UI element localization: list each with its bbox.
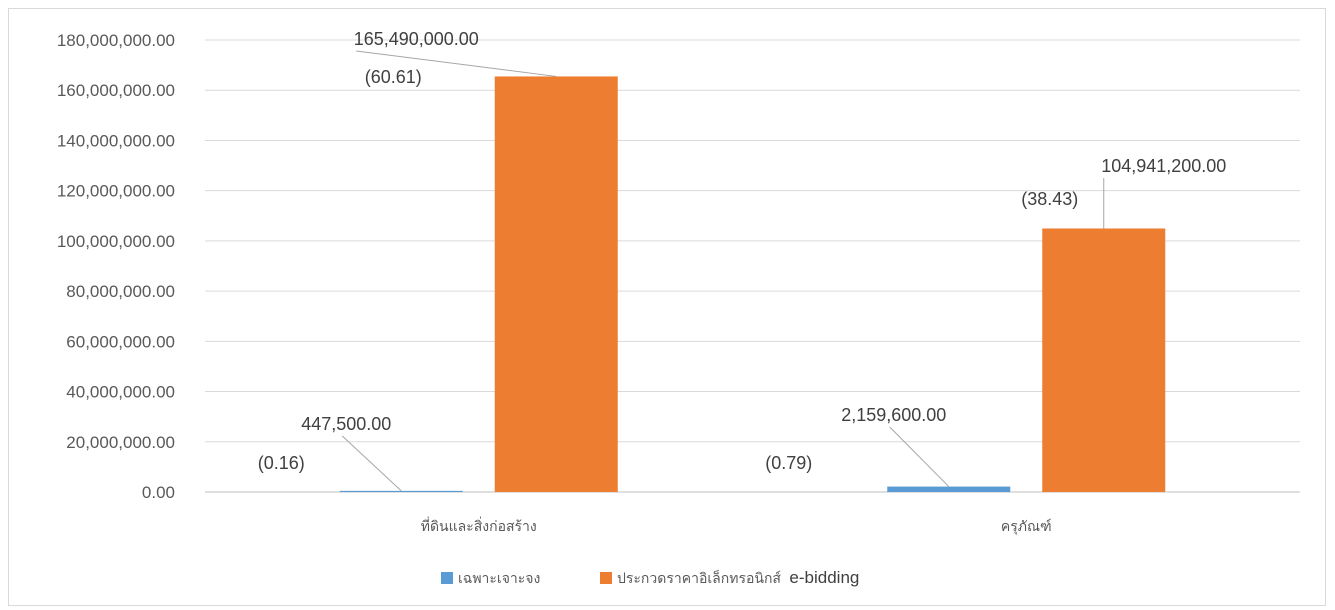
- leader-line: [341, 435, 402, 492]
- y-tick-label: 80,000,000.00: [66, 282, 175, 301]
- y-tick-label: 0.00: [142, 483, 175, 502]
- y-tick-label: 140,000,000.00: [57, 131, 175, 150]
- x-category-label: ครุภัณฑ์: [1001, 518, 1052, 535]
- legend-swatch-ebidding: [600, 572, 612, 584]
- x-axis-categories: ที่ดินและสิ่งก่อสร้าง ครุภัณฑ์: [421, 517, 1052, 535]
- y-tick-label: 40,000,000.00: [66, 383, 175, 402]
- y-tick-label: 60,000,000.00: [66, 332, 175, 351]
- data-label-value: 447,500.00: [301, 414, 391, 434]
- data-label-value: 2,159,600.00: [841, 405, 946, 425]
- leader-line: [356, 50, 557, 77]
- y-tick-label: 180,000,000.00: [57, 31, 175, 50]
- bar-0-0: [339, 490, 463, 492]
- y-axis-ticks: 0.00 20,000,000.00 40,000,000.00 60,000,000…: [57, 31, 175, 502]
- bars: [339, 76, 1166, 493]
- legend-label-ebidding: ประกวดราคาอิเล็กทรอนิกส์ e-bidding: [617, 568, 859, 587]
- leader-line: [889, 426, 950, 487]
- bar-0-1: [494, 76, 618, 493]
- bar-1-0: [887, 486, 1011, 492]
- y-tick-label: 160,000,000.00: [57, 81, 175, 100]
- bar-1-1: [1042, 228, 1166, 492]
- data-label-percent: (60.61): [365, 67, 422, 87]
- legend-swatch-specific: [441, 572, 453, 584]
- data-label-percent: (0.16): [258, 453, 305, 473]
- data-label-value: 165,490,000.00: [354, 29, 479, 49]
- data-label-value: 104,941,200.00: [1101, 156, 1226, 176]
- data-label-percent: (38.43): [1021, 189, 1078, 209]
- x-category-label: ที่ดินและสิ่งก่อสร้าง: [421, 517, 537, 534]
- legend-label-ebidding-thai: ประกวดราคาอิเล็กทรอนิกส์: [617, 569, 781, 586]
- data-label-percent: (0.79): [765, 453, 812, 473]
- y-tick-label: 100,000,000.00: [57, 232, 175, 251]
- legend-label-specific: เฉพาะเจาะจง: [458, 570, 540, 586]
- y-tick-label: 120,000,000.00: [57, 182, 175, 201]
- legend: เฉพาะเจาะจง ประกวดราคาอิเล็กทรอนิกส์ e-b…: [441, 568, 859, 587]
- data-labels: 447,500.00 (0.16) 165,490,000.00 (60.61) 2,1…: [258, 29, 1226, 492]
- legend-label-ebidding-latin: e-bidding: [789, 568, 859, 587]
- y-tick-label: 20,000,000.00: [66, 433, 175, 452]
